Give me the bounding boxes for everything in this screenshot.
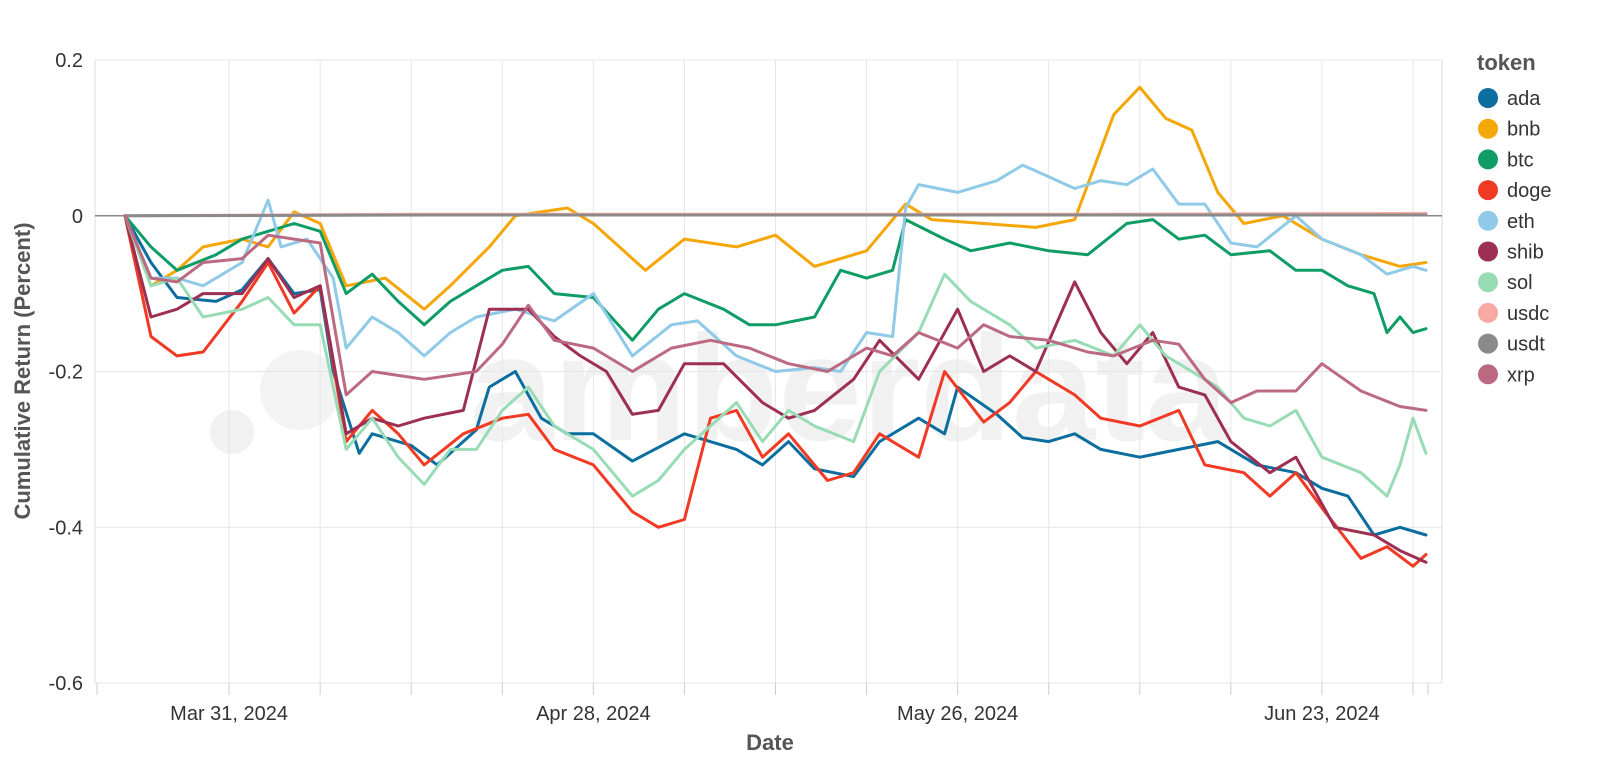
legend-swatch-shib [1478,241,1498,262]
y-tick-label: 0.2 [55,50,83,72]
x-tick-label: Apr 28, 2024 [536,703,651,725]
watermark: amberdata [210,304,1230,472]
legend-label-ada: ada [1507,88,1541,110]
legend-swatch-sol [1478,272,1498,293]
watermark-text: amberdata [470,304,1230,472]
series-lines [123,85,1428,568]
y-axis-title: Cumulative Return (Percent) [10,222,35,519]
legend-label-doge: doge [1507,180,1552,202]
legend-swatch-usdt [1478,333,1498,354]
series-line-usdt [123,213,1428,218]
legend-label-eth: eth [1507,211,1535,233]
y-tick-label: -0.2 [49,362,83,384]
legend-swatch-eth [1478,210,1498,231]
legend-swatch-usdc [1478,302,1498,323]
y-tick-label: 0 [72,206,83,228]
legend-swatch-ada [1478,88,1498,108]
x-tick-label: Jun 23, 2024 [1264,703,1380,725]
watermark-logo-dot [210,410,254,454]
axes: 0.2 0 -0.2 -0.4 -0.6 Mar 31, 2024 Apr 28, 2024… [49,50,1429,725]
series-line-btc [123,214,1428,342]
y-tick-label: -0.4 [49,517,83,539]
legend-label-shib: shib [1507,242,1544,264]
legend-swatch-doge [1478,180,1498,201]
grid [94,59,1443,684]
legend-label-btc: btc [1507,149,1534,171]
series-line-shib [123,214,1428,564]
legend[interactable]: token ada bnb btc doge eth shib sol usdc usdt xrp [1477,50,1552,386]
legend-label-usdt: usdt [1507,334,1545,356]
legend-label-bnb: bnb [1507,119,1540,141]
x-tick-label: May 26, 2024 [897,703,1018,725]
x-axis-title: Date [746,730,794,755]
y-tick-label: -0.6 [49,673,83,695]
legend-title: token [1477,50,1536,75]
legend-swatch-xrp [1478,364,1498,385]
series-line-xrp [123,214,1428,412]
legend-swatch-bnb [1478,118,1498,139]
series-line-sol [123,214,1428,498]
legend-label-xrp: xrp [1507,364,1535,386]
legend-label-usdc: usdc [1507,303,1549,325]
legend-swatch-btc [1478,149,1498,170]
x-tick-label: Mar 31, 2024 [170,703,288,725]
legend-label-sol: sol [1507,272,1533,294]
